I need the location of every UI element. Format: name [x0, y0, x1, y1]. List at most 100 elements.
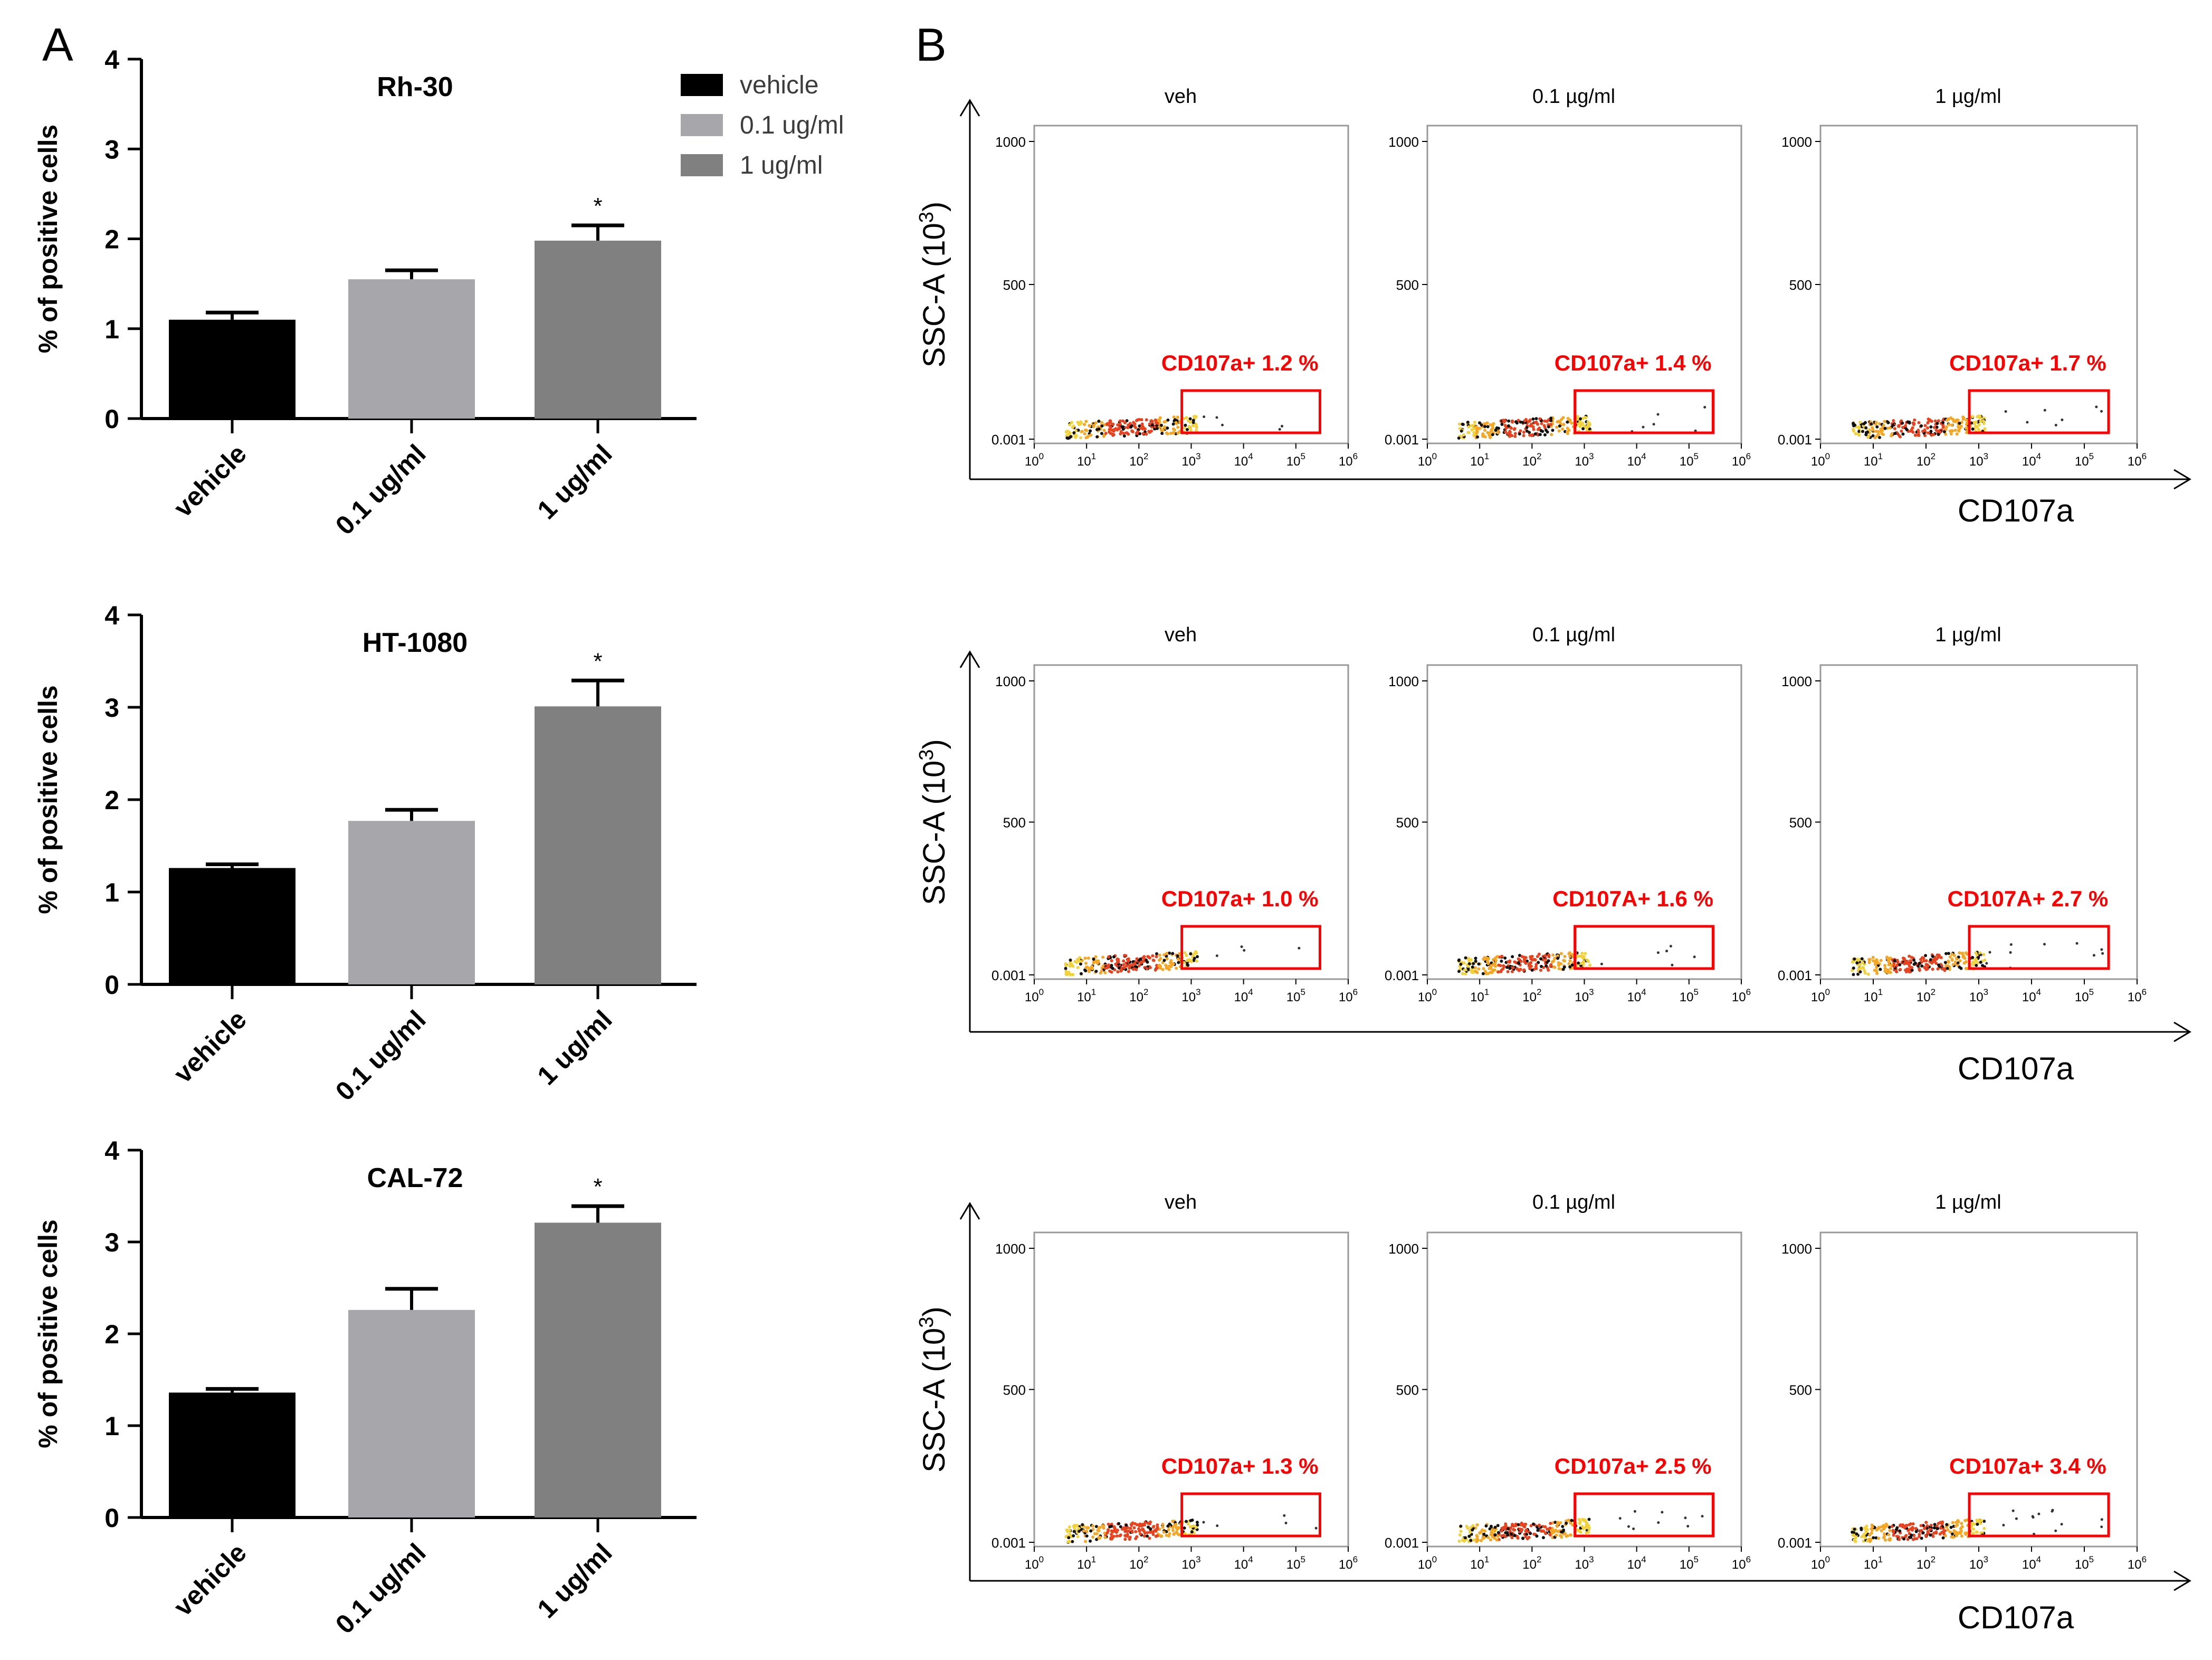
cell-dot — [1127, 959, 1130, 963]
cell-dot — [1586, 420, 1590, 424]
cell-dot — [1069, 973, 1073, 976]
cell-dot — [1979, 961, 1982, 964]
cell-dot — [1513, 960, 1517, 964]
cd107a-axis-arrow — [2173, 1570, 2191, 1591]
cell-dot — [1545, 420, 1549, 423]
cell-dot — [1901, 425, 1905, 429]
y-tick-label: 1 — [104, 878, 119, 907]
cell-dot — [1158, 418, 1161, 422]
cell-dot — [1565, 1534, 1568, 1538]
cell-dot — [1883, 420, 1886, 423]
cell-dot — [1176, 954, 1179, 957]
cell-dot — [1129, 1526, 1132, 1530]
cell-dot — [1561, 1525, 1565, 1529]
plot-y-tick-label: 500 — [1396, 1382, 1419, 1398]
cell-dot — [1195, 425, 1198, 429]
cell-dot — [1946, 966, 1949, 970]
flow-row-1: SSC-A (103) CD107a veh 1000 500 0.001 100 101 10… — [916, 86, 2191, 528]
x-tick-label: 0.1 ug/ml — [330, 1004, 432, 1106]
cell-dot — [1162, 959, 1166, 962]
plot-x-tick-label: 101 — [1077, 1554, 1096, 1572]
cell-dot — [1913, 418, 1917, 422]
cell-dot — [1520, 955, 1524, 959]
cell-dot — [1474, 425, 1478, 429]
cell-dot — [1879, 967, 1882, 971]
cell-dot — [1958, 951, 1961, 955]
cell-dot — [1112, 1525, 1116, 1529]
cell-dot — [1077, 1526, 1081, 1530]
plot-x-tick-label: 106 — [1732, 451, 1751, 469]
cell-dot — [1570, 421, 1574, 425]
cell-dot — [1883, 1534, 1886, 1538]
cell-dot — [1483, 429, 1486, 432]
cell-dot — [1539, 957, 1543, 961]
cell-dot — [1883, 426, 1887, 430]
cell-dot — [1151, 1525, 1155, 1529]
cell-dot — [1924, 967, 1928, 971]
cell-dot — [1084, 436, 1088, 440]
cell-dot — [1958, 422, 1961, 425]
plot-frame — [1426, 125, 1742, 444]
cell-dot — [1955, 957, 1959, 961]
y-tick-label: 2 — [104, 1320, 119, 1349]
cell-dot — [1530, 955, 1534, 959]
cell-dot — [1965, 967, 1969, 971]
cell-dot — [1490, 971, 1494, 974]
positive-cell-dot — [1979, 953, 1982, 956]
cell-dot — [1587, 1517, 1591, 1521]
cell-dot — [1937, 963, 1941, 967]
cell-dot — [1515, 967, 1519, 971]
cell-dot — [1503, 1525, 1507, 1529]
cell-dot — [1891, 423, 1895, 427]
cell-dot — [1477, 967, 1481, 971]
cell-dot — [1919, 1524, 1923, 1528]
cell-dot — [1547, 955, 1551, 959]
cell-dot — [1937, 430, 1940, 433]
cell-dot — [1976, 1522, 1979, 1526]
y-tick-label: 1 — [104, 1411, 119, 1441]
cell-dot — [1194, 1525, 1198, 1529]
gate-label: CD107a+ 3.4 % — [1949, 1454, 2106, 1478]
cell-dot — [1094, 955, 1098, 959]
cell-dot — [1079, 972, 1083, 975]
cell-dot — [1172, 1533, 1176, 1536]
cell-dot — [1493, 962, 1497, 965]
plot-y-tick-label: 500 — [1396, 277, 1419, 293]
cell-dot — [1525, 429, 1529, 433]
cell-dot — [1100, 432, 1103, 435]
ssc-axis-label: SSC-A (103) — [916, 1306, 951, 1472]
cell-dot — [1507, 424, 1510, 428]
cell-dot — [1858, 970, 1862, 974]
cell-dot — [1577, 961, 1580, 965]
cell-dot — [1937, 1522, 1940, 1525]
positive-cell-dot — [2100, 1518, 2103, 1521]
gate-label: CD107A+ 1.6 % — [1552, 886, 1713, 911]
cell-dot — [1964, 1532, 1968, 1536]
cell-dot — [1513, 434, 1517, 438]
cell-dot — [1159, 423, 1163, 427]
cell-dot — [1489, 1524, 1493, 1528]
cell-dot — [1513, 1534, 1517, 1538]
cell-dot — [1912, 1534, 1916, 1538]
cell-dot — [1140, 422, 1144, 426]
cd107a-axis-label: CD107a — [1958, 1600, 2074, 1635]
cell-dot — [1883, 970, 1887, 973]
cell-dot — [1459, 967, 1463, 971]
cell-dot — [1886, 421, 1890, 424]
x-tick-label: 0.1 ug/ml — [330, 439, 432, 540]
cell-dot — [1190, 1530, 1194, 1534]
cell-dot — [1078, 959, 1081, 962]
cell-dot — [1123, 954, 1127, 957]
positive-cell-dot — [2100, 1525, 2103, 1529]
cell-dot — [1912, 959, 1916, 962]
cell-dot — [1933, 1523, 1937, 1526]
cell-dot — [1458, 426, 1462, 430]
cell-dot — [1922, 959, 1926, 963]
cell-dot — [1486, 425, 1490, 429]
cell-dot — [1463, 1539, 1466, 1543]
cell-dot — [1183, 426, 1187, 430]
cell-dot — [1514, 1524, 1518, 1528]
cell-dot — [1559, 962, 1563, 965]
cell-dot — [1974, 424, 1978, 428]
cell-dot — [1518, 954, 1521, 957]
